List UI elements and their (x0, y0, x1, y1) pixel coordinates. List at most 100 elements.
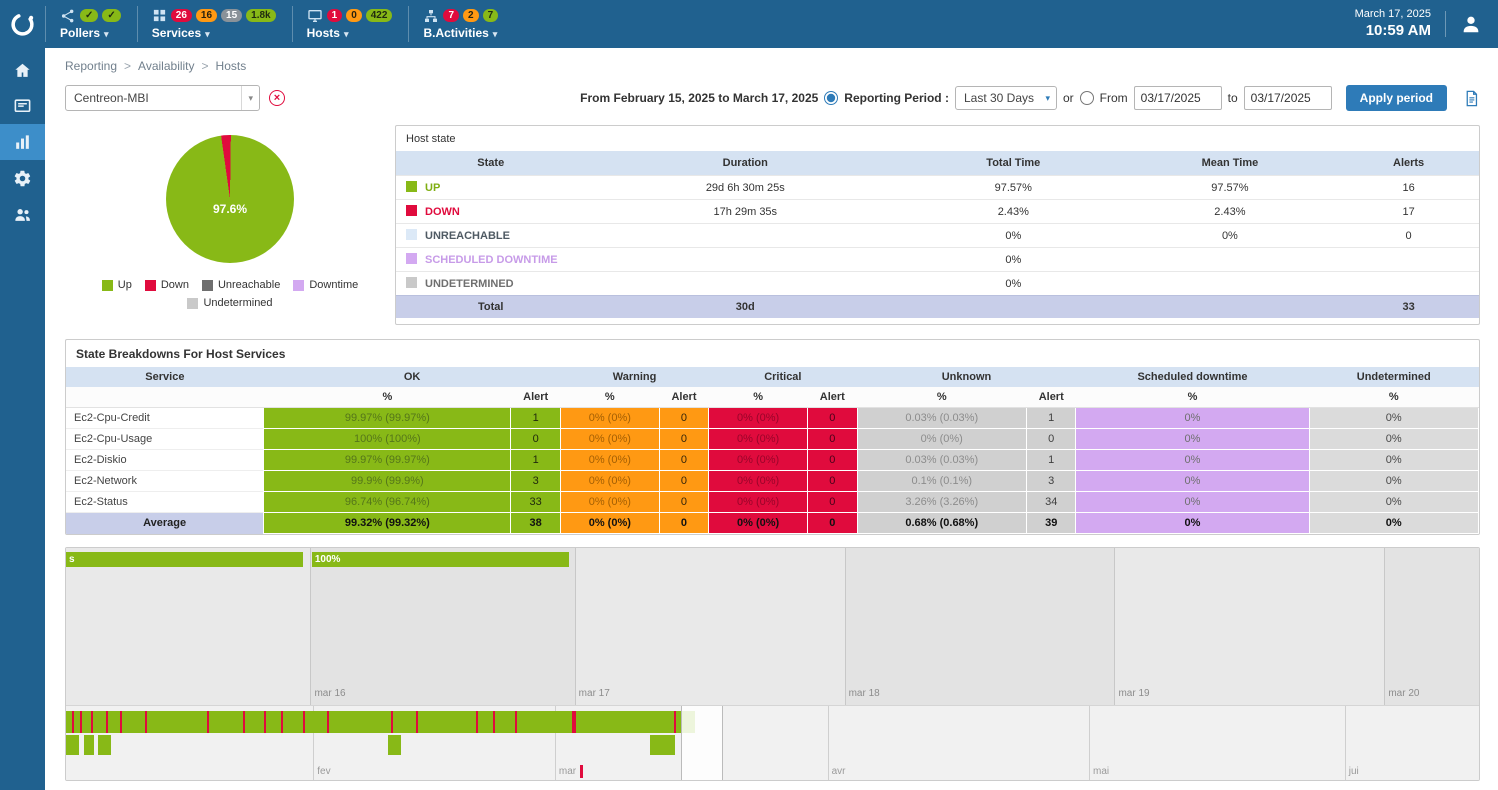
warn-pct-cell: 0% (0%) (559, 470, 660, 492)
status-block (388, 735, 401, 755)
reporting-period-radio[interactable] (824, 91, 839, 105)
service-name-cell: Ec2-Cpu-Usage (66, 428, 264, 450)
host-state-row: UNDETERMINED 0% (396, 271, 1479, 296)
sidebar-item-monitoring[interactable] (0, 88, 45, 124)
current-time-marker (580, 765, 584, 778)
breadcrumb-item[interactable]: Hosts (215, 59, 247, 73)
sidebar-item-reporting[interactable] (0, 124, 45, 160)
from-date-input[interactable] (1133, 86, 1222, 110)
unk-alert-cell: 1 (1025, 449, 1077, 471)
down-event-tick (280, 711, 283, 733)
undet-pct-cell: 0% (1308, 512, 1479, 534)
subcolumn-header: % (708, 387, 808, 408)
down-event-tick (207, 711, 210, 733)
day-band (66, 548, 311, 705)
state-swatch (406, 229, 417, 240)
ok-alert-cell: 1 (510, 449, 561, 471)
chevron-down-icon: ▾ (1045, 92, 1050, 103)
sched-pct-cell: 0% (1075, 512, 1310, 534)
service-name-cell: Average (66, 512, 264, 534)
legend-swatch (201, 279, 213, 291)
export-report-icon[interactable] (1463, 90, 1480, 107)
warn-pct-cell: 0% (0%) (559, 512, 660, 534)
sidebar-item-administration[interactable] (0, 196, 45, 232)
breadcrumb-item[interactable]: Availability (138, 59, 195, 73)
host-state-row: DOWN 17h 29m 35s 2.43% 2.43% 17 (396, 199, 1479, 224)
month-gridline (1344, 706, 1346, 780)
topbar-right: March 17, 2025 10:59 AM (1355, 7, 1498, 41)
period-controls: From February 15, 2025 to March 17, 2025… (580, 85, 1447, 111)
crit-pct-cell: 0% (0%) (708, 491, 809, 513)
down-event-tick (390, 711, 393, 733)
down-event-tick (145, 711, 148, 733)
down-event-tick (515, 711, 518, 733)
timeline-overview-chart[interactable]: fev mar avr mai jui (66, 706, 1479, 780)
legend-swatch (101, 279, 113, 291)
legend-item-downtime: Downtime (293, 279, 358, 291)
status-badge-orange: 0 (346, 9, 362, 22)
custom-period-radio[interactable] (1079, 91, 1094, 105)
menu-services[interactable]: 26 16 15 1.8k Services ▾ (136, 6, 292, 42)
duration-cell: 29d 6h 30m 25s (585, 175, 905, 200)
host-group-select[interactable]: Centreon-MBI ▾ (65, 85, 260, 111)
apply-period-button[interactable]: Apply period (1345, 85, 1447, 111)
day-band (310, 548, 575, 705)
reporting-period-value: Last 30 Days (963, 91, 1035, 105)
breadcrumb-separator: > (201, 59, 209, 73)
day-label: mar 20 (1388, 688, 1420, 699)
status-block (98, 735, 112, 755)
reporting-period-select[interactable]: Last 30 Days ▾ (954, 86, 1057, 110)
menu-hosts[interactable]: 1 0 422 Hosts ▾ (291, 6, 409, 42)
centreon-logo[interactable] (0, 11, 45, 38)
topbar: ✓ ✓ Pollers ▾ 26 16 15 1.8k Services ▾ 1 0 422 Hosts ▾… (0, 0, 1498, 48)
ok-pct-cell: 99.97% (99.97%) (263, 407, 512, 429)
day-band (1114, 548, 1385, 705)
duration-cell: 17h 29m 35s (585, 199, 905, 224)
menu-bactivities[interactable]: 7 2 7 B.Activities ▾ (408, 6, 514, 42)
alerts-cell (1338, 247, 1479, 272)
day-gridline (574, 548, 576, 705)
state-cell: SCHEDULED DOWNTIME (396, 247, 586, 272)
state-label: UP (425, 182, 441, 194)
menu-services-label: Services ▾ (151, 26, 210, 40)
day-label: mar 16 (314, 688, 346, 699)
clear-selection-icon[interactable]: × (269, 90, 285, 106)
ok-pct-cell: 100% (100%) (263, 428, 512, 450)
warn-alert-cell: 0 (658, 470, 710, 492)
day-gridline (1384, 548, 1386, 705)
mean-time-cell: 97.57% (1121, 175, 1339, 200)
total-duration-cell: 30d (585, 295, 905, 318)
sidebar-item-home[interactable] (0, 52, 45, 88)
timeline-brush[interactable] (680, 706, 724, 780)
down-event-tick (416, 711, 419, 733)
sidebar-item-configuration[interactable] (0, 160, 45, 196)
status-badge-green: 7 (482, 9, 499, 22)
breadcrumb-item[interactable]: Reporting (65, 59, 118, 73)
legend-item-unreachable: Unreachable (201, 279, 281, 291)
legend-label: Unreachable (217, 279, 281, 291)
day-band (844, 548, 1115, 705)
main-content: Reporting > Availability > Hosts Centreon-MB… (45, 48, 1498, 790)
up-status-band (66, 711, 695, 733)
day-gridline (1114, 548, 1116, 705)
state-cell: UNREACHABLE (396, 223, 586, 248)
timeline-detail-chart[interactable]: mar 16 mar 17 mar 18 mar 19 mar 20 s 100% (66, 548, 1479, 706)
sidebar (0, 48, 45, 790)
total-total_time-cell (905, 295, 1122, 318)
column-header: Scheduled downtime (1075, 367, 1309, 387)
user-profile-icon[interactable] (1460, 13, 1482, 35)
day-label: mar 19 (1118, 688, 1150, 699)
status-badge-orange: 2 (463, 9, 479, 22)
to-date-input[interactable] (1243, 86, 1332, 110)
pie-percentage-label: 97.6% (212, 202, 248, 217)
month-label: avr (831, 766, 846, 777)
undet-pct-cell: 0% (1308, 407, 1479, 429)
menu-pollers[interactable]: ✓ ✓ Pollers ▾ (45, 6, 137, 42)
crit-pct-cell: 0% (0%) (708, 449, 809, 471)
home-icon (13, 61, 32, 80)
warn-pct-cell: 0% (0%) (559, 491, 660, 513)
or-label: or (1062, 91, 1074, 105)
state-label: UNDETERMINED (425, 278, 514, 290)
availability-bar-label: 100% (314, 554, 341, 565)
